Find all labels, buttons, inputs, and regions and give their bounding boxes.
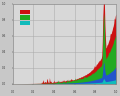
FancyBboxPatch shape — [20, 15, 30, 20]
FancyBboxPatch shape — [20, 21, 30, 25]
FancyBboxPatch shape — [20, 10, 30, 14]
